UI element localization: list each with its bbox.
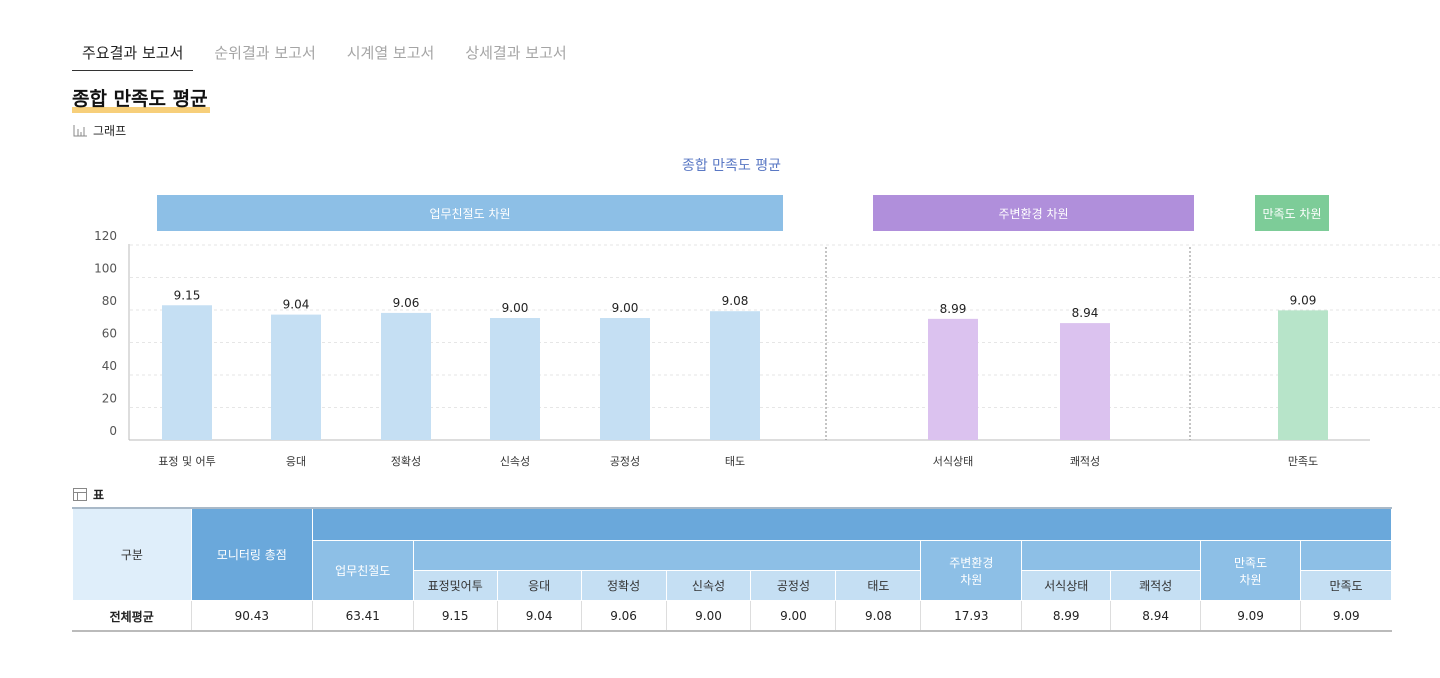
data-label: 9.09 (1290, 293, 1317, 307)
header-sub: 신속성 (665, 570, 752, 601)
section-title: 종합 만족도 평균 (72, 84, 210, 113)
bar (600, 318, 650, 440)
y-tick-label: 0 (109, 424, 117, 438)
row-label: 전체평균 (72, 600, 192, 632)
y-tick-label: 120 (94, 229, 117, 243)
header-g3: 만족도 차원 (1200, 540, 1301, 601)
y-tick-label: 60 (102, 327, 117, 341)
cell-value: 63.41 (312, 600, 414, 632)
y-tick-label: 80 (102, 294, 117, 308)
x-tick-label: 만족도 (1288, 455, 1318, 468)
header-g2: 주변환경 차원 (920, 540, 1023, 601)
table-top-border (72, 507, 1392, 509)
header-sub: 정확성 (580, 570, 667, 601)
results-table: 구분 모니터링 총점 업무친절도 주변환경 차원 만족도 차원 표정및어투 응대 정확성 신… (72, 507, 1393, 632)
cell-value: 8.99 (1021, 600, 1112, 632)
x-tick-label: 신속성 (500, 455, 530, 468)
cell-value: 90.43 (191, 600, 313, 632)
cell-value: 8.94 (1110, 600, 1202, 632)
cell-value: 17.93 (920, 600, 1023, 632)
bar (490, 318, 540, 440)
header-sub: 서식상태 (1021, 570, 1112, 601)
bar-chart: 0 20 40 60 80 100 120 9.15 표정 및 어투 9.04 응대 9.06 정확성 9… (94, 229, 1440, 468)
data-label: 8.99 (940, 302, 967, 316)
bar (710, 311, 760, 440)
tab-1[interactable]: 순위결과 보고서 (214, 44, 316, 62)
y-tick-label: 100 (94, 262, 117, 276)
chart-title: 종합 만족도 평균 (681, 158, 782, 174)
data-label: 9.04 (283, 298, 310, 312)
x-tick-label: 서식상태 (933, 455, 973, 468)
data-label: 8.94 (1072, 306, 1099, 320)
y-tick-label: 40 (102, 359, 117, 373)
x-tick-label: 정확성 (391, 455, 421, 468)
cell-value: 9.00 (666, 600, 752, 632)
graph-label: 그래프 (73, 122, 126, 139)
header-sub: 만족도 (1300, 570, 1392, 601)
bar (162, 305, 212, 440)
cell-value: 9.04 (497, 600, 582, 632)
x-tick-label: 공정성 (610, 455, 640, 468)
bar (271, 314, 321, 440)
cell-value: 9.09 (1200, 600, 1301, 632)
table-bottom-border (72, 630, 1392, 632)
table-label: 표 (73, 486, 104, 503)
x-tick-label: 표정 및 어투 (158, 455, 216, 468)
tab-0[interactable]: 주요결과 보고서 (72, 36, 194, 71)
data-label: 9.00 (502, 301, 529, 315)
group-header: 만족도 차원 (1255, 195, 1329, 231)
cell-value: 9.15 (413, 600, 498, 632)
header-sub: 표정및어투 (412, 570, 498, 601)
x-tick-label: 태도 (725, 455, 745, 468)
header-sub: 태도 (835, 570, 922, 601)
data-label: 9.15 (174, 288, 201, 302)
cell-value: 9.08 (835, 600, 922, 632)
bar (381, 312, 431, 440)
bar (928, 318, 978, 440)
x-tick-label: 응대 (286, 455, 306, 468)
data-label: 9.06 (393, 296, 420, 310)
data-label: 9.08 (722, 294, 749, 308)
report-tabs: 주요결과 보고서 순위결과 보고서 시계열 보고서 상세결과 보고서 (72, 36, 588, 71)
table-icon (73, 488, 87, 501)
header-sub: 쾌적성 (1110, 570, 1202, 601)
cell-value: 9.06 (581, 600, 667, 632)
cell-value: 9.00 (750, 600, 837, 632)
group-header: 주변환경 차원 (873, 195, 1194, 231)
y-tick-label: 20 (102, 392, 117, 406)
bar-chart-icon (73, 124, 87, 136)
group-header: 업무친절도 차원 (157, 195, 783, 231)
header-sub: 응대 (496, 570, 582, 601)
bar (1060, 323, 1110, 440)
header-g1: 업무친절도 (311, 540, 414, 601)
tab-2[interactable]: 시계열 보고서 (346, 44, 435, 62)
header-gubun: 구분 (72, 507, 192, 601)
x-tick-label: 쾌적성 (1070, 455, 1100, 468)
data-label: 9.00 (612, 301, 639, 315)
header-sub: 공정성 (750, 570, 837, 601)
tab-3[interactable]: 상세결과 보고서 (465, 44, 567, 62)
header-total: 모니터링 총점 (190, 507, 313, 601)
bar (1278, 310, 1328, 440)
cell-value: 9.09 (1300, 600, 1392, 632)
